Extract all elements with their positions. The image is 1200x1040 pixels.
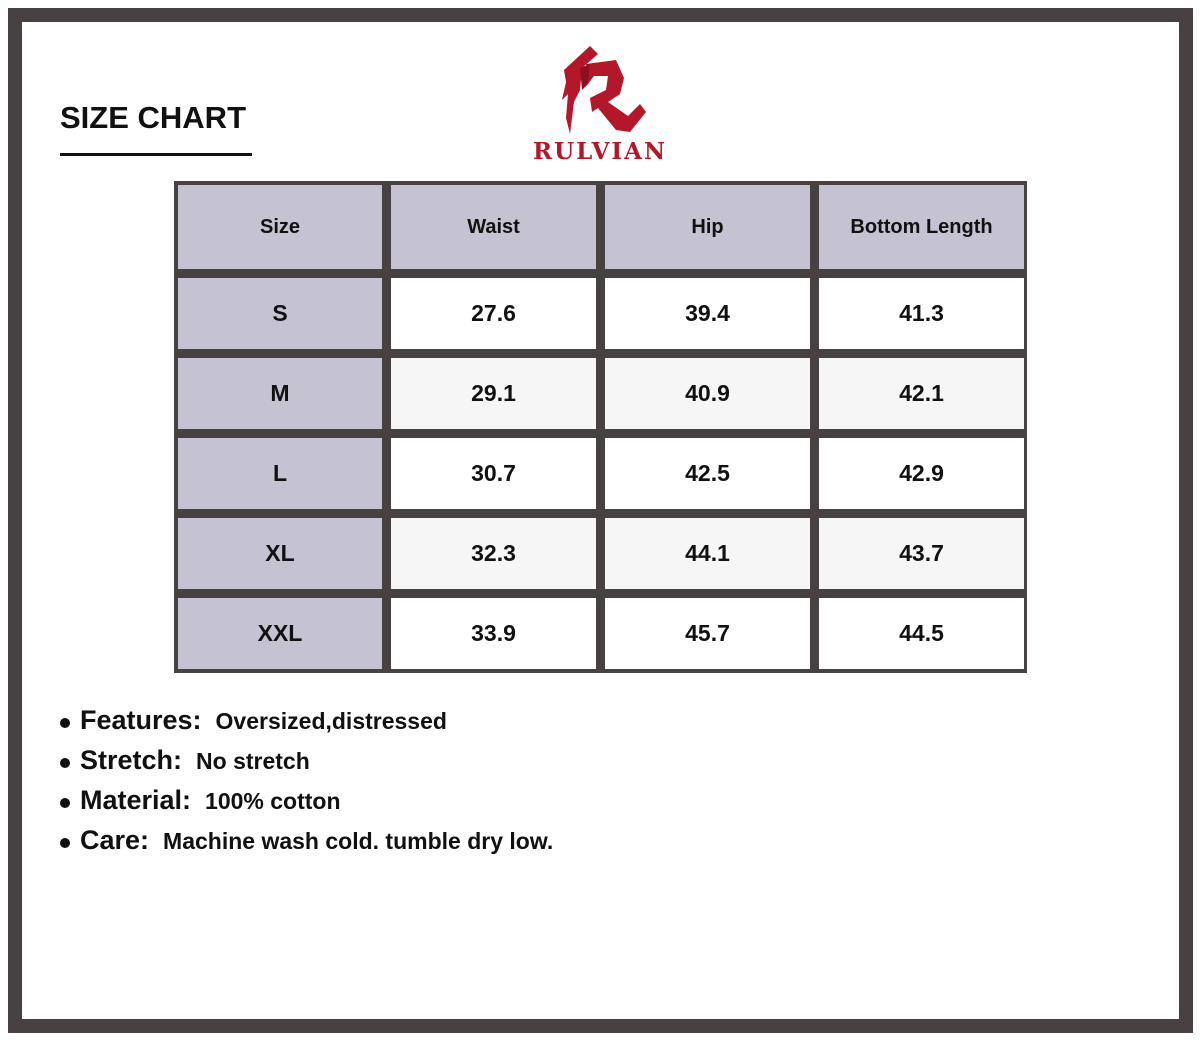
note-care: Care: Machine wash cold. tumble dry low. <box>60 825 553 865</box>
table-cell: 41.3 <box>819 278 1024 349</box>
note-value: No stretch <box>196 748 310 774</box>
brand-name: RULVIAN <box>532 138 668 165</box>
table-cell: 42.9 <box>819 438 1024 509</box>
note-value: Machine wash cold. tumble dry low. <box>163 828 554 854</box>
table-cell: 30.7 <box>391 438 596 509</box>
table-cell: 40.9 <box>605 358 810 429</box>
table-cell: 29.1 <box>391 358 596 429</box>
brand-logo: RULVIAN <box>520 42 680 167</box>
note-stretch: Stretch: No stretch <box>60 745 553 785</box>
note-material: Material: 100% cotton <box>60 785 553 825</box>
size-cell: XL <box>178 518 382 589</box>
page-title: SIZE CHART <box>60 100 246 135</box>
bullet-icon <box>60 838 70 848</box>
size-table: Size Waist Hip Bottom Length S 27.6 39.4… <box>174 181 1027 673</box>
table-cell: 43.7 <box>819 518 1024 589</box>
bullet-icon <box>60 718 70 728</box>
table-cell: 39.4 <box>605 278 810 349</box>
table-cell: 44.1 <box>605 518 810 589</box>
table-cell: 32.3 <box>391 518 596 589</box>
table-cell: 44.5 <box>819 598 1024 669</box>
note-label: Material: <box>80 785 192 815</box>
note-value: Oversized,distressed <box>215 708 447 734</box>
table-cell: 27.6 <box>391 278 596 349</box>
size-cell: S <box>178 278 382 349</box>
logo-r-icon <box>562 46 646 134</box>
size-cell: L <box>178 438 382 509</box>
note-label: Features: <box>80 705 202 735</box>
table-cell: 45.7 <box>605 598 810 669</box>
product-notes: Features: Oversized,distressed Stretch: … <box>60 705 553 865</box>
bullet-icon <box>60 758 70 768</box>
size-cell: XXL <box>178 598 382 669</box>
note-features: Features: Oversized,distressed <box>60 705 553 745</box>
table-cell: 42.1 <box>819 358 1024 429</box>
table-cell: 42.5 <box>605 438 810 509</box>
note-label: Stretch: <box>80 745 183 775</box>
table-cell: 33.9 <box>391 598 596 669</box>
title-underline <box>60 153 252 156</box>
header-cell: Hip <box>605 185 810 269</box>
size-cell: M <box>178 358 382 429</box>
note-value: 100% cotton <box>205 788 341 814</box>
header-cell: Bottom Length <box>819 185 1024 269</box>
note-label: Care: <box>80 825 150 855</box>
bullet-icon <box>60 798 70 808</box>
header-cell: Size <box>178 185 382 269</box>
header-cell: Waist <box>391 185 596 269</box>
